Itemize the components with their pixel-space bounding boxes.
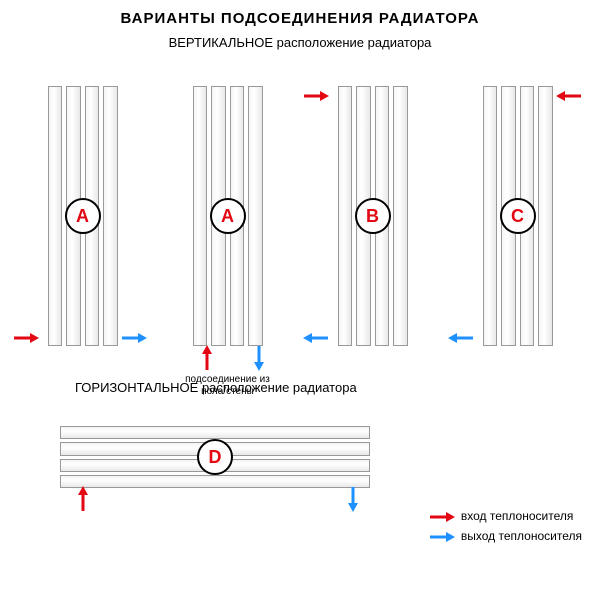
horizontal-section: ГОРИЗОНТАЛЬНОЕ расположение радиатора D xyxy=(0,380,600,521)
inlet-arrow-icon xyxy=(303,90,329,102)
radiator-slat xyxy=(48,86,63,346)
vertical-variants-row: A A подсоединение из пола/стены B C xyxy=(0,56,600,376)
legend-outlet-text: выход теплоносителя xyxy=(461,530,582,544)
radiator-slat xyxy=(483,86,498,346)
variant-badge: A xyxy=(65,198,101,234)
radiator-slat xyxy=(60,475,370,488)
radiator-slat xyxy=(248,86,263,346)
variant-badge: B xyxy=(355,198,391,234)
legend-inlet-row: вход теплоносителя xyxy=(429,510,582,524)
radiator-slat xyxy=(103,86,118,346)
variant-badge: D xyxy=(197,439,233,475)
radiator-slat xyxy=(538,86,553,346)
radiator-slat xyxy=(338,86,353,346)
outlet-arrow-icon xyxy=(121,332,147,344)
vertical-variant-a1: A xyxy=(13,56,153,376)
outlet-arrow-icon xyxy=(253,345,265,371)
horizontal-subtitle: ГОРИЗОНТАЛЬНОЕ расположение радиатора xyxy=(75,380,580,395)
vertical-variant-a2: A подсоединение из пола/стены xyxy=(158,56,298,376)
radiator-slat xyxy=(393,86,408,346)
legend-outlet-row: выход теплоносителя xyxy=(429,530,582,544)
vertical-subtitle: ВЕРТИКАЛЬНОЕ расположение радиатора xyxy=(0,35,600,50)
inlet-arrow-icon xyxy=(201,345,213,371)
inlet-arrow-icon xyxy=(556,90,582,102)
inlet-arrow-icon xyxy=(13,332,39,344)
outlet-arrow-icon xyxy=(347,486,359,512)
legend: вход теплоносителя выход теплоносителя xyxy=(429,510,582,550)
inlet-arrow-icon xyxy=(429,511,455,523)
outlet-arrow-icon xyxy=(303,332,329,344)
vertical-variant-c4: C xyxy=(448,56,588,376)
legend-inlet-text: вход теплоносителя xyxy=(461,510,573,524)
variant-badge: A xyxy=(210,198,246,234)
outlet-arrow-icon xyxy=(429,531,455,543)
outlet-arrow-icon xyxy=(448,332,474,344)
horizontal-radiator-wrap: D xyxy=(40,401,390,521)
radiator-slat xyxy=(193,86,208,346)
inlet-arrow-icon xyxy=(77,486,89,512)
main-title: ВАРИАНТЫ ПОДСОЕДИНЕНИЯ РАДИАТОРА xyxy=(0,0,600,27)
variant-badge: C xyxy=(500,198,536,234)
vertical-variant-b3: B xyxy=(303,56,443,376)
radiator-slat xyxy=(60,426,370,439)
